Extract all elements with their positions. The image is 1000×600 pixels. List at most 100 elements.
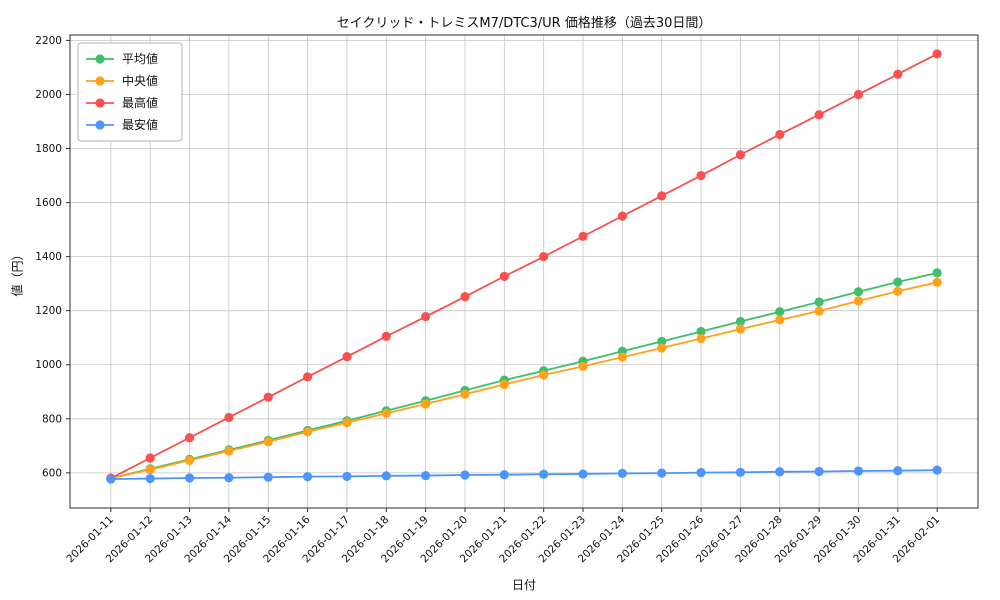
legend-marker	[95, 76, 105, 86]
data-point	[224, 473, 234, 483]
series-line	[106, 277, 942, 483]
y-tick-label: 2200	[35, 35, 62, 47]
data-point	[735, 316, 746, 327]
y-tick-label: 1600	[35, 197, 62, 209]
data-point	[853, 466, 864, 476]
legend-marker	[95, 54, 105, 64]
data-point	[184, 455, 195, 466]
data-point	[499, 470, 509, 480]
data-point	[539, 252, 549, 262]
data-point	[696, 333, 706, 344]
data-point	[617, 468, 627, 479]
data-point	[145, 473, 155, 484]
data-point	[735, 150, 746, 160]
data-point	[342, 417, 352, 428]
line-path	[110, 281, 938, 480]
data-point	[460, 389, 470, 399]
data-point	[539, 469, 549, 479]
data-point	[460, 292, 470, 302]
line-path	[110, 271, 938, 480]
data-point	[539, 370, 549, 380]
data-point	[421, 312, 431, 322]
data-point	[302, 472, 313, 482]
data-point	[578, 469, 588, 479]
data-point	[893, 277, 903, 287]
data-point	[932, 277, 942, 287]
data-point	[184, 473, 195, 483]
data-point	[735, 467, 746, 477]
legend-label: 最安値	[122, 117, 158, 132]
data-point	[775, 467, 785, 477]
data-point	[617, 352, 627, 362]
data-point	[106, 474, 116, 484]
data-point	[696, 326, 706, 337]
data-point	[775, 307, 785, 317]
axes	[66, 34, 979, 512]
data-point	[893, 286, 903, 296]
data-point	[499, 379, 509, 390]
line-path	[110, 469, 938, 480]
data-point	[775, 129, 785, 140]
data-point	[381, 471, 391, 481]
data-point	[657, 336, 667, 347]
data-point	[224, 412, 234, 423]
data-point	[814, 466, 824, 477]
data-point	[657, 191, 667, 201]
data-point	[263, 472, 273, 482]
data-point	[657, 468, 667, 478]
data-point	[814, 297, 824, 307]
data-point	[578, 361, 588, 371]
data-point	[342, 471, 352, 481]
data-point	[893, 69, 903, 79]
data-point	[224, 446, 234, 456]
y-tick-label: 2000	[35, 89, 62, 101]
data-point	[735, 324, 746, 334]
legend-label: 中央値	[122, 73, 158, 88]
data-point	[853, 287, 864, 297]
data-point	[421, 399, 431, 409]
chart-title: セイクリッド・トレミスM7/DTC3/UR 価格推移（過去30日間）	[336, 16, 712, 31]
data-point	[696, 467, 706, 478]
data-point	[263, 437, 273, 447]
data-point	[775, 315, 785, 325]
data-point	[853, 296, 864, 306]
data-point	[499, 271, 509, 281]
series-line	[106, 465, 942, 484]
y-tick-label: 1200	[35, 305, 62, 317]
x-axis-label: 日付	[511, 578, 536, 592]
y-tick-label: 600	[42, 467, 62, 479]
y-tick-label: 1000	[35, 359, 62, 371]
legend-marker	[95, 120, 105, 130]
data-point	[696, 170, 706, 181]
line-path	[110, 53, 938, 480]
plot-border	[69, 34, 979, 509]
data-point	[814, 306, 824, 316]
data-point	[932, 465, 942, 475]
data-point	[145, 465, 155, 475]
data-point	[263, 392, 273, 402]
legend-marker	[95, 98, 105, 108]
data-point	[657, 343, 667, 353]
data-point	[381, 408, 391, 418]
data-point	[381, 331, 391, 341]
series-line	[106, 49, 942, 483]
y-tick-label: 1400	[35, 251, 62, 263]
data-point	[893, 466, 903, 476]
data-point	[814, 110, 824, 120]
y-tick-label: 800	[42, 413, 62, 425]
legend-label: 平均値	[122, 51, 158, 66]
series	[106, 49, 942, 484]
legend-box	[77, 42, 183, 142]
data-point	[184, 433, 195, 443]
y-tick-label: 1800	[35, 143, 62, 155]
data-point	[302, 372, 313, 382]
data-point	[617, 211, 627, 221]
data-point	[342, 352, 352, 362]
legend-label: 最高値	[122, 95, 158, 110]
data-point	[145, 453, 155, 463]
data-point	[932, 49, 942, 59]
data-point	[578, 231, 588, 241]
